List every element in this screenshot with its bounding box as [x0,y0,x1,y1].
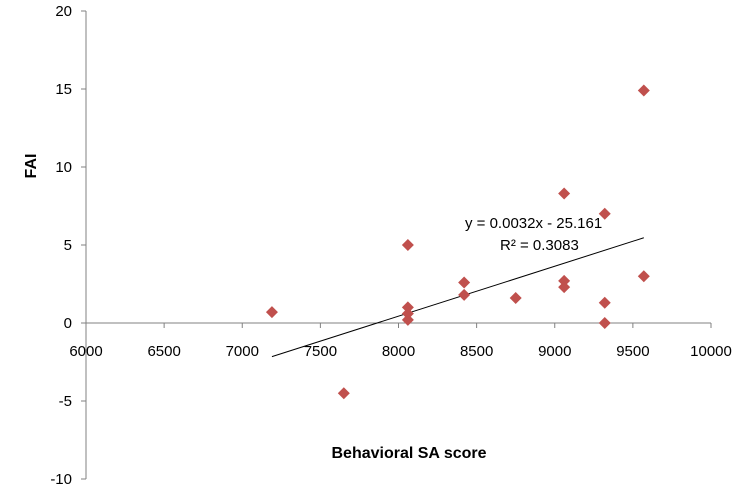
data-point [558,281,571,294]
x-tick-label: 10000 [690,343,732,360]
x-axis-title: Behavioral SA score [331,445,486,462]
x-tick-label: 9500 [616,343,649,360]
x-tick-label: 9000 [538,343,571,360]
x-tick-label: 7000 [226,343,259,360]
data-point [598,207,611,220]
data-points [265,84,650,400]
trend-equation-label: y = 0.0032x - 25.161 [465,215,602,232]
trendline [271,237,644,358]
x-tick-label: 8500 [460,343,493,360]
data-point [598,296,611,309]
y-tick-label: -5 [59,393,72,410]
x-tick-label: 8000 [382,343,415,360]
data-point [401,301,414,314]
data-point [458,276,471,289]
data-point [401,313,414,326]
data-point [637,84,650,97]
data-point [558,274,571,287]
x-tick-label: 7500 [304,343,337,360]
data-point [337,387,350,400]
axes [81,10,712,480]
y-tick-labels: 20 15 10 5 0 -5 -10 [50,3,72,488]
x-tick-label: 6500 [147,343,180,360]
data-point [509,292,522,305]
data-point [401,239,414,251]
y-tick-label: 0 [64,315,72,332]
data-point [401,307,414,320]
trend-r2-label: R² = 0.3083 [500,237,579,254]
data-point [558,187,571,200]
data-point [458,288,471,301]
y-tick-label: 10 [55,159,72,176]
data-point [265,306,278,319]
y-tick-label: -10 [50,471,72,488]
y-tick-label: 20 [55,3,72,20]
data-point [598,317,611,329]
x-tick-labels: 6000 6500 7000 7500 8000 8500 9000 9500 10000 [69,343,732,360]
x-tick-label: 6000 [69,343,102,360]
y-axis-title: FAI [23,154,40,179]
y-tick-label: 5 [64,237,72,254]
data-point [637,270,650,283]
y-tick-label: 15 [55,81,72,98]
